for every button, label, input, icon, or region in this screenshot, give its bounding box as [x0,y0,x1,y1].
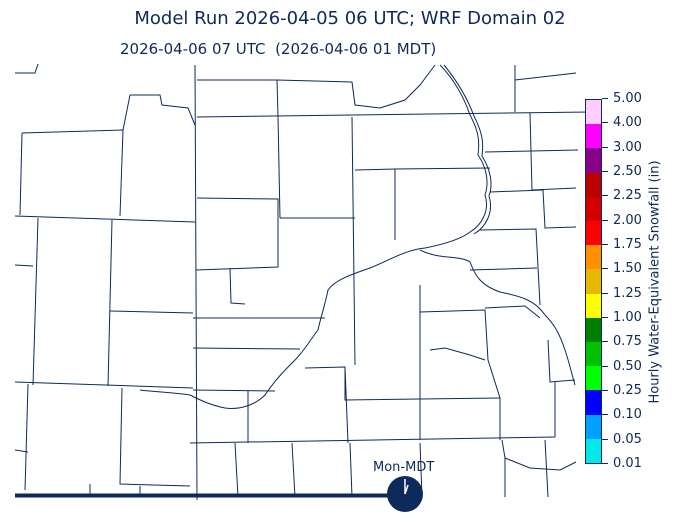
river [419,249,576,386]
county-line [291,442,296,498]
county-line [15,63,39,74]
colorbar-tick: 2.25 [602,189,642,203]
colorbar-bin [586,317,601,343]
county-line [234,442,239,498]
colorbar-tick: 0.50 [602,359,642,374]
clock-icon [387,476,423,512]
colorbar-tick: 1.00 [602,311,642,325]
county-line [192,347,301,350]
county-line [501,439,577,471]
colorbar-tick: 0.05 [602,432,642,447]
county-line [276,64,436,109]
colorbar-tick: 1.25 [602,286,642,301]
county-line [14,215,196,223]
county-line [351,116,356,366]
colorbar-bin [586,196,601,222]
county-line [484,305,541,319]
county-line [21,129,124,217]
colorbar-tick: 0.75 [602,335,642,349]
colorbar-tick: 1.50 [602,262,642,276]
colorbar-tick: 4.00 [602,116,642,130]
county-line [469,267,538,271]
colorbar-tick: 2.50 [602,165,642,179]
county-line [419,309,501,440]
colorbar-bin [586,124,601,149]
colorbar-tick: 0.10 [602,408,642,422]
colorbar-bin [586,245,601,270]
plot-title: Model Run 2026-04-05 06 UTC; WRF Domain … [134,8,566,29]
colorbar-bin [586,390,601,415]
county-line [529,112,577,191]
county-line [189,436,556,444]
colorbar-bin [586,172,601,197]
timezone-label: Mon-MDT [373,460,435,475]
colorbar-bin [586,221,601,246]
county-line [107,219,113,387]
county-line [32,217,39,386]
county-line [109,310,194,314]
colorbar-tick: 5.00 [602,92,642,106]
county-line [544,439,549,498]
colorbar-bin [586,293,601,318]
county-line [14,381,194,389]
county-line [479,228,541,306]
timeline [15,476,423,512]
colorbar-tick: 0.25 [602,384,642,398]
colorbar [585,99,602,464]
county-line [489,189,577,229]
colorbar-tick: 0.01 [602,457,642,471]
colorbar-bin [586,342,601,367]
colorbar-bin [586,366,601,391]
county-line [195,197,279,271]
colorbar-bin [586,148,601,173]
county-line [196,111,591,118]
county-line [344,367,501,401]
county-line [197,79,279,118]
county-line [14,264,34,267]
colorbar-bin [586,438,601,464]
river [139,64,488,409]
colorbar-label: Hourly Water-Equivalent Snowfall (in) [647,160,663,404]
colorbar-tick: 3.00 [602,140,642,155]
colorbar-tick: 2.00 [602,213,642,228]
county-line [192,389,276,392]
county-line [547,339,576,383]
colorbar-bin [586,100,601,125]
county-line [354,167,491,171]
colorbar-bin [586,414,601,439]
county-line [514,72,577,81]
county-line [429,347,486,361]
county-line [484,149,579,153]
county-line [194,64,198,501]
county-line [277,116,281,219]
county-line [304,366,349,444]
valid-time-subtitle: 2026-04-06 07 UTC (2026-04-06 01 MDT) [120,40,437,58]
county-line [24,383,29,491]
colorbar-tick: 1.75 [602,238,642,252]
county-line [19,132,23,216]
county-line [122,94,196,131]
river [443,64,492,235]
county-line [349,442,353,498]
colorbar-bin [586,269,601,294]
county-line [119,387,191,487]
county-line [229,267,246,305]
county-line [14,449,29,453]
